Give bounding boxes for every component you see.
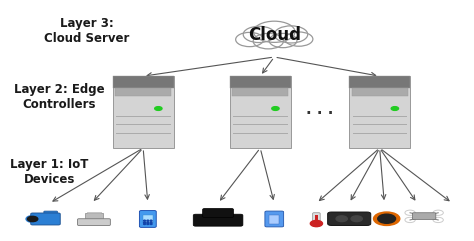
Circle shape xyxy=(274,26,308,43)
FancyBboxPatch shape xyxy=(232,88,288,96)
FancyBboxPatch shape xyxy=(265,211,283,227)
Circle shape xyxy=(351,216,362,222)
FancyBboxPatch shape xyxy=(193,214,243,226)
Circle shape xyxy=(150,220,152,221)
Circle shape xyxy=(26,216,39,222)
FancyBboxPatch shape xyxy=(113,76,173,148)
Circle shape xyxy=(147,222,149,223)
FancyBboxPatch shape xyxy=(349,76,410,148)
Circle shape xyxy=(144,220,146,221)
Circle shape xyxy=(144,222,146,223)
Circle shape xyxy=(378,214,396,223)
Circle shape xyxy=(254,21,295,42)
Circle shape xyxy=(253,33,283,49)
FancyBboxPatch shape xyxy=(139,211,156,227)
FancyBboxPatch shape xyxy=(352,88,408,96)
Text: Layer 2: Edge
Controllers: Layer 2: Edge Controllers xyxy=(14,82,104,111)
Circle shape xyxy=(27,216,38,222)
Text: . . .: . . . xyxy=(306,102,333,117)
FancyBboxPatch shape xyxy=(44,211,57,215)
Circle shape xyxy=(243,26,275,43)
Text: Layer 1: IoT
Devices: Layer 1: IoT Devices xyxy=(10,158,89,186)
FancyBboxPatch shape xyxy=(230,76,291,88)
Circle shape xyxy=(285,32,313,46)
FancyBboxPatch shape xyxy=(230,76,291,148)
FancyBboxPatch shape xyxy=(84,213,103,220)
FancyBboxPatch shape xyxy=(143,215,153,223)
Circle shape xyxy=(155,107,162,110)
FancyBboxPatch shape xyxy=(313,213,320,226)
Circle shape xyxy=(236,32,264,47)
Circle shape xyxy=(310,221,322,227)
FancyBboxPatch shape xyxy=(78,219,110,225)
FancyBboxPatch shape xyxy=(315,215,318,222)
Circle shape xyxy=(272,107,279,110)
FancyBboxPatch shape xyxy=(269,215,279,224)
Text: Cloud: Cloud xyxy=(248,27,301,44)
FancyBboxPatch shape xyxy=(113,76,173,88)
FancyBboxPatch shape xyxy=(412,213,436,220)
FancyBboxPatch shape xyxy=(115,88,171,96)
Circle shape xyxy=(150,222,152,223)
Circle shape xyxy=(391,107,399,110)
Text: Layer 3:
Cloud Server: Layer 3: Cloud Server xyxy=(44,17,129,45)
FancyBboxPatch shape xyxy=(202,208,234,218)
FancyBboxPatch shape xyxy=(31,213,60,225)
FancyBboxPatch shape xyxy=(349,76,410,88)
Circle shape xyxy=(336,216,347,222)
Circle shape xyxy=(374,212,400,225)
Circle shape xyxy=(269,33,297,48)
FancyBboxPatch shape xyxy=(328,212,371,225)
Circle shape xyxy=(147,220,149,221)
FancyBboxPatch shape xyxy=(87,212,100,213)
